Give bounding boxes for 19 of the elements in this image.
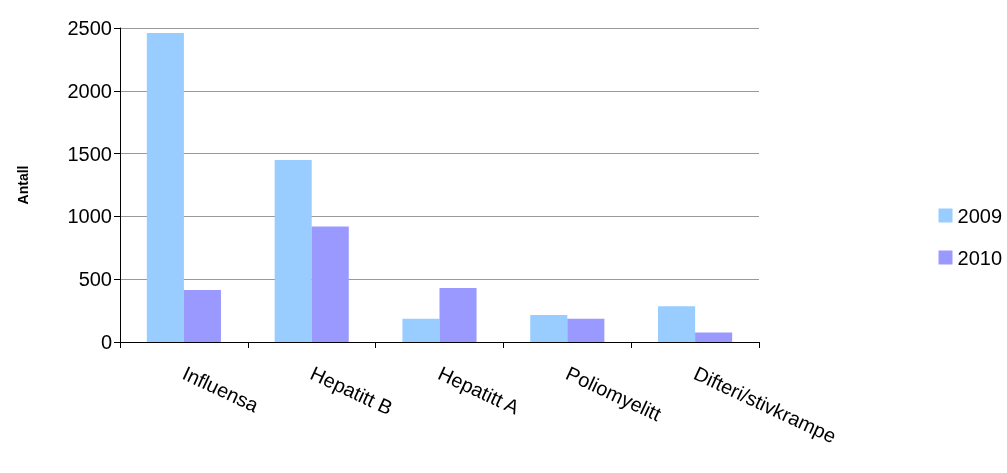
y-tick-label: 1000: [67, 205, 112, 228]
bar: [183, 289, 221, 342]
bar: [658, 306, 696, 342]
bar: [311, 226, 349, 342]
bar: [567, 318, 605, 342]
legend-label: 2010: [957, 246, 1003, 269]
y-axis-title: Antall: [15, 165, 31, 205]
bar: [530, 315, 568, 342]
y-tick-label: 0: [100, 331, 112, 353]
bar: [146, 33, 184, 342]
y-tick-label: 2500: [67, 17, 112, 39]
y-tick-label: 2000: [67, 79, 112, 102]
y-tick-label: 500: [78, 268, 112, 291]
bar: [695, 332, 733, 342]
bar: [274, 159, 312, 342]
bar: [439, 287, 477, 342]
legend-label: 2009: [957, 204, 1003, 227]
bar: [402, 318, 440, 342]
y-tick-label: 1500: [67, 142, 112, 165]
